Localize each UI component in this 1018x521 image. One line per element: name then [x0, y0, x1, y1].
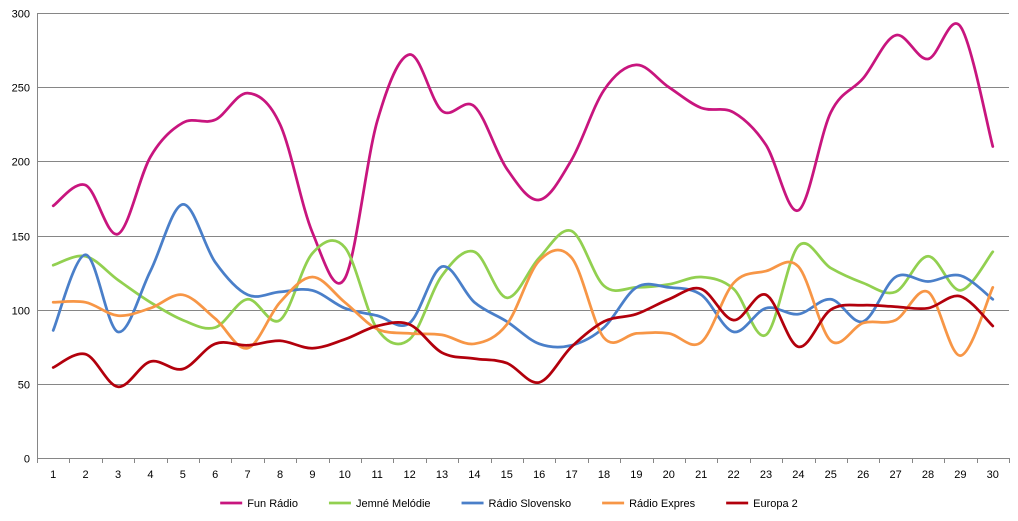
x-tick-label: 4 — [147, 469, 153, 481]
x-tick-label: 19 — [630, 469, 642, 481]
legend-label: Rádio Slovensko — [489, 498, 572, 510]
gridlines — [37, 13, 1009, 385]
x-tick-label: 26 — [857, 469, 869, 481]
series-line-jemne-melodie — [51, 229, 995, 346]
y-tick-labels: 0 50 100 150 200 250 300 — [12, 9, 30, 466]
x-tick-label: 7 — [245, 469, 251, 481]
legend-item-jemne-melodie: Jemné Melódie — [328, 498, 431, 510]
x-tick-label: 11 — [371, 469, 382, 481]
legend-label: Jemné Melódie — [356, 498, 431, 510]
x-tick-label: 5 — [180, 469, 186, 481]
series-line-europa-2 — [51, 286, 995, 389]
x-tick-label: 28 — [922, 469, 934, 481]
x-tick-label: 21 — [695, 469, 707, 481]
x-tick-label: 15 — [501, 469, 513, 481]
x-tick-label: 27 — [889, 469, 901, 481]
x-tick-label: 30 — [987, 469, 999, 481]
x-tick-label: 18 — [598, 469, 610, 481]
series-line-fun-radio — [51, 22, 995, 285]
x-tick-label: 10 — [339, 469, 351, 481]
legend-label: Fun Rádio — [247, 498, 298, 510]
legend-label: Europa 2 — [753, 498, 798, 510]
x-tick-label: 12 — [403, 469, 415, 481]
x-tick-label: 23 — [760, 469, 772, 481]
x-tick-label: 8 — [277, 469, 283, 481]
y-tick-label: 200 — [12, 157, 30, 169]
x-tick-label: 29 — [954, 469, 966, 481]
x-tick-label: 17 — [565, 469, 577, 481]
series-lines — [51, 22, 995, 389]
legend-label: Rádio Expres — [629, 498, 696, 510]
x-tick-label: 9 — [309, 469, 315, 481]
x-tick-label: 3 — [115, 469, 121, 481]
x-tick-label: 16 — [533, 469, 545, 481]
x-tick-label: 2 — [83, 469, 89, 481]
x-tick-label: 22 — [727, 469, 739, 481]
y-tick-label: 150 — [12, 232, 30, 244]
y-tick-label: 0 — [24, 454, 30, 466]
axes — [37, 13, 1010, 463]
x-tick-label: 24 — [792, 469, 804, 481]
x-tick-label: 25 — [825, 469, 837, 481]
y-tick-label: 100 — [12, 306, 30, 318]
series-line-radio-slovensko — [51, 203, 995, 349]
x-tick-label: 13 — [436, 469, 448, 481]
x-tick-label: 14 — [468, 469, 480, 481]
legend-item-europa-2: Europa 2 — [726, 498, 798, 510]
legend-item-radio-expres: Rádio Expres — [602, 498, 696, 510]
y-tick-label: 250 — [12, 83, 30, 95]
y-tick-label: 50 — [18, 380, 30, 392]
y-tick-label: 300 — [12, 9, 30, 21]
legend-item-radio-slovensko: Rádio Slovensko — [461, 498, 572, 510]
x-tick-label: 6 — [212, 469, 218, 481]
legend-item-fun-radio: Fun Rádio — [220, 498, 298, 510]
x-tick-labels: 1 2 3 4 5 6 7 8 9 10 11 12 13 14 15 16 17 18 19 20 21 22 23 24 2… — [50, 469, 999, 481]
legend: Fun Rádio Jemné Melódie Rádio Slovensko Rád… — [220, 498, 798, 510]
x-tick-label: 20 — [663, 469, 675, 481]
series-line-radio-expres — [51, 248, 995, 357]
x-tick-label: 1 — [50, 469, 56, 481]
